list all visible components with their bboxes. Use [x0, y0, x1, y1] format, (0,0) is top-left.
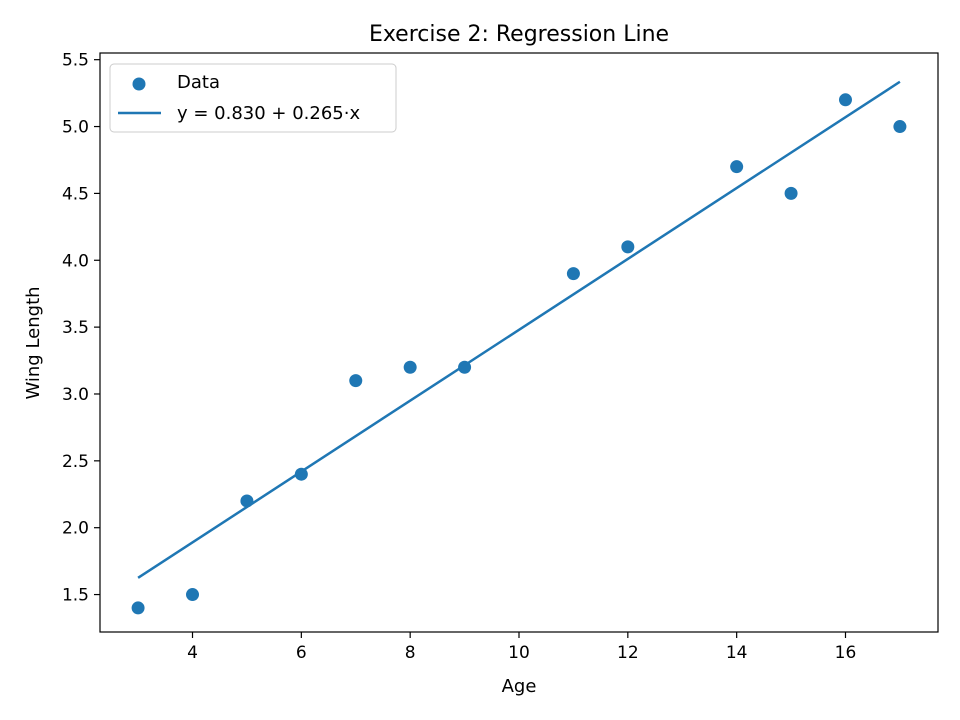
y-tick-label: 5.0 — [62, 118, 89, 138]
chart-title: Exercise 2: Regression Line — [369, 22, 669, 47]
x-axis-label: Age — [502, 676, 537, 697]
x-tick-label: 4 — [187, 643, 198, 663]
legend-box — [109, 63, 397, 133]
y-tick-label: 3.5 — [62, 318, 89, 338]
data-point — [131, 601, 145, 615]
y-tick-label: 3.0 — [62, 385, 89, 405]
y-tick-label: 1.5 — [62, 586, 89, 606]
y-tick-label: 4.5 — [62, 184, 89, 204]
data-point — [838, 93, 852, 107]
legend-entry-label: Data — [177, 72, 220, 93]
plot-area — [131, 80, 907, 615]
data-point — [730, 160, 744, 174]
x-tick-label: 8 — [405, 643, 416, 663]
data-point — [566, 267, 580, 281]
y-tick-label: 4.0 — [62, 251, 89, 271]
axis-ticks: 4 6 8 10 12 14 16 1.5 2.0 2.5 3.0 3.5 4.0 4.5 5.0 5.5 — [62, 51, 856, 663]
x-tick-label: 10 — [508, 643, 530, 663]
x-tick-label: 12 — [617, 643, 639, 663]
y-tick-label: 2.0 — [62, 519, 89, 539]
data-point — [893, 120, 907, 134]
x-tick-label: 14 — [726, 643, 748, 663]
data-point — [403, 360, 417, 374]
data-point — [621, 240, 635, 254]
legend-entry-label: y = 0.830 + 0.265·x — [177, 103, 360, 124]
regression-line — [137, 80, 901, 579]
y-axis-label: Wing Length — [23, 286, 44, 399]
legend-marker-data — [132, 77, 146, 91]
data-point — [186, 588, 200, 602]
x-tick-label: 6 — [296, 643, 307, 663]
y-tick-label: 2.5 — [62, 452, 89, 472]
y-tick-label: 5.5 — [62, 51, 89, 71]
data-point — [349, 374, 363, 388]
data-point — [784, 186, 798, 200]
data-point — [294, 467, 308, 481]
legend: Data y = 0.830 + 0.265·x — [109, 63, 397, 133]
x-tick-label: 16 — [835, 643, 857, 663]
